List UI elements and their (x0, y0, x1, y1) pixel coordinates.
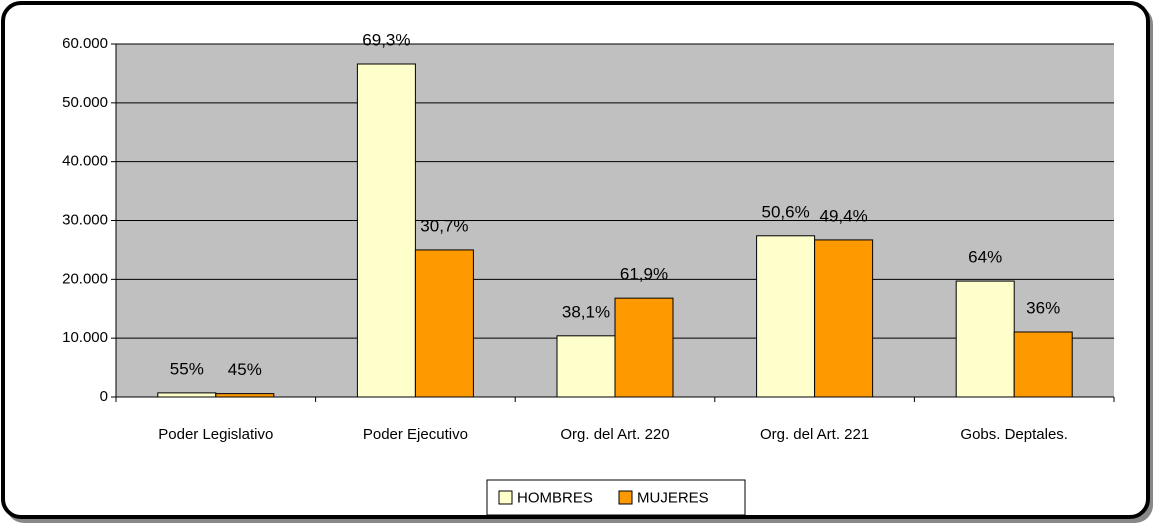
share-label: 38,1% (562, 302, 610, 321)
x-tick-label: Org. del Art. 221 (760, 426, 869, 443)
bar (414, 249, 474, 398)
share-label: 36% (1026, 298, 1060, 317)
y-tick-label: 0 (100, 388, 108, 405)
bar (157, 392, 217, 398)
x-tick-label: Poder Ejecutivo (363, 426, 468, 443)
y-tick-label: 10.000 (62, 329, 108, 346)
y-tick-label: 40.000 (62, 153, 108, 170)
bar (356, 63, 416, 398)
share-label: 50,6% (761, 202, 809, 221)
share-label: 55% (170, 359, 204, 378)
legend (486, 479, 746, 516)
bar (1013, 331, 1073, 398)
bar (215, 393, 275, 398)
bar (614, 297, 674, 398)
share-label: 69,3% (362, 30, 410, 49)
y-tick-label: 30.000 (62, 211, 108, 228)
share-label: 61,9% (620, 265, 668, 284)
share-label: 64% (968, 248, 1002, 267)
legend-label: HOMBRES (517, 489, 593, 506)
bar (556, 335, 616, 398)
legend-swatch (618, 490, 633, 505)
y-tick-label: 20.000 (62, 270, 108, 287)
legend-label: MUJERES (637, 489, 709, 506)
y-tick-label: 50.000 (62, 94, 108, 111)
bar (955, 280, 1015, 398)
bar (756, 235, 816, 398)
y-tick-label: 60.000 (62, 35, 108, 52)
bar (814, 239, 874, 398)
legend-swatch (498, 490, 513, 505)
share-label: 49,4% (819, 206, 867, 225)
x-tick-label: Gobs. Deptales. (960, 426, 1068, 443)
share-label: 30,7% (420, 216, 468, 235)
x-tick-label: Poder Legislativo (158, 426, 273, 443)
share-label: 45% (228, 360, 262, 379)
x-tick-label: Org. del Art. 220 (560, 426, 669, 443)
